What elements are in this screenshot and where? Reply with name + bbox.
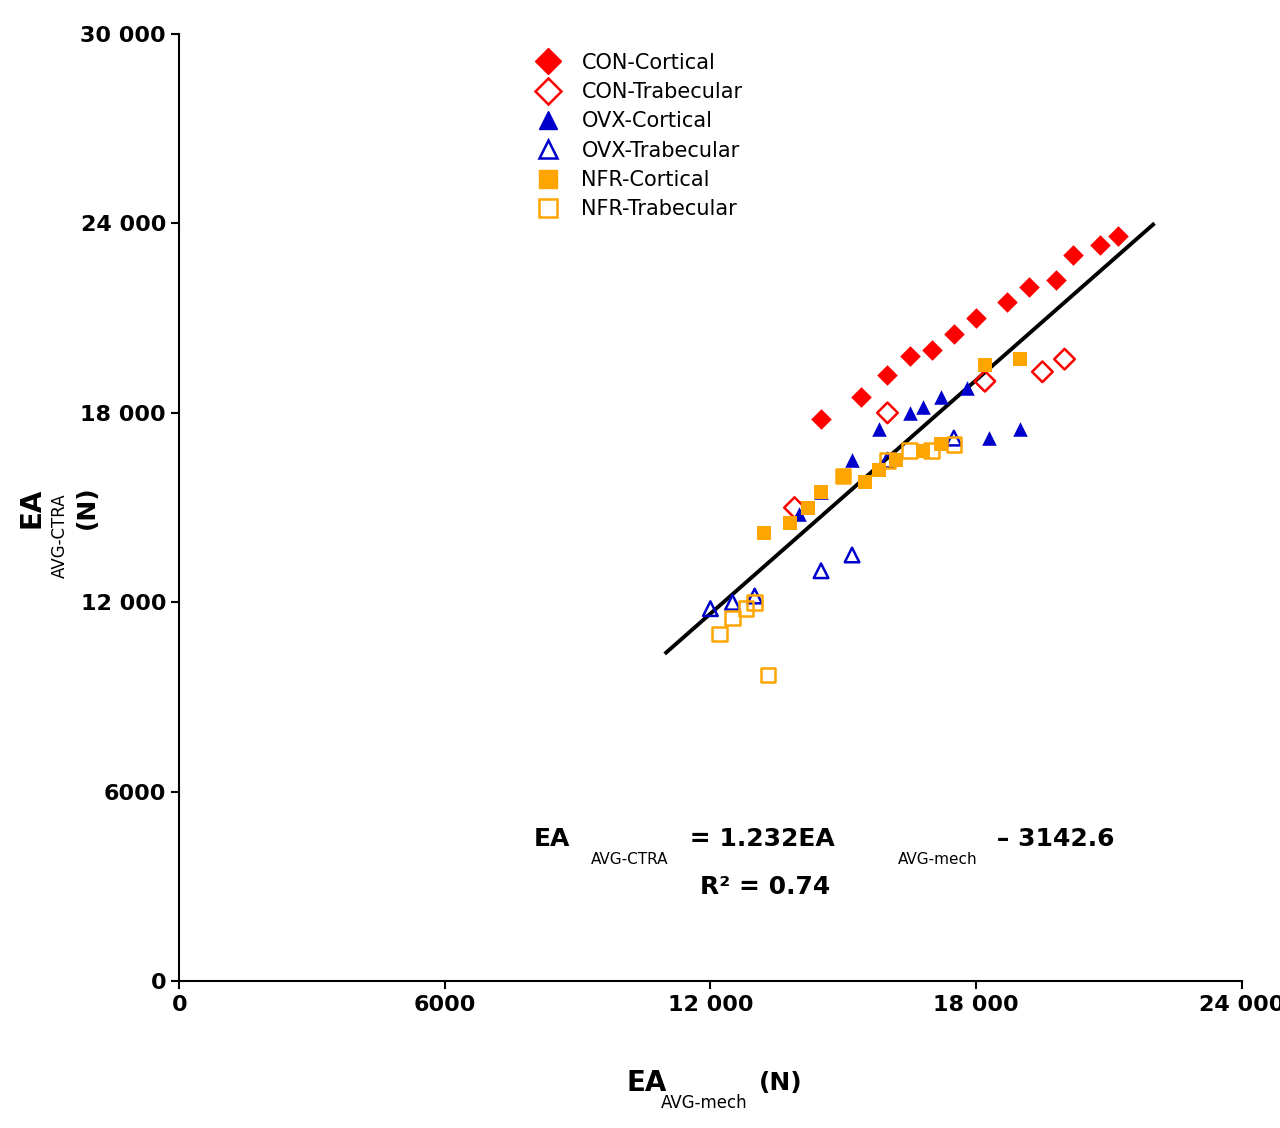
Point [900, 404, 920, 422]
Text: R² = 0.74: R² = 0.74 [700, 874, 829, 899]
Point [900, 347, 920, 365]
Point [736, 600, 756, 618]
Point [931, 388, 951, 406]
Point [922, 341, 942, 359]
Point [810, 562, 831, 580]
Point [1010, 350, 1030, 368]
Point [810, 411, 831, 429]
Point [785, 499, 805, 517]
Point [758, 666, 778, 684]
Point [851, 388, 872, 406]
Legend: CON-Cortical, CON-Trabecular, OVX-Cortical, OVX-Trabecular, NFR-Cortical, NFR-Tr: CON-Cortical, CON-Trabecular, OVX-Cortic… [518, 44, 751, 228]
Point [868, 420, 888, 438]
Point [877, 365, 897, 384]
Point [1064, 246, 1084, 264]
Point [943, 325, 964, 343]
Point [700, 600, 721, 618]
Text: (N): (N) [76, 486, 99, 529]
Point [1107, 227, 1128, 245]
Point [931, 435, 951, 453]
Point [877, 451, 897, 469]
Point [1055, 350, 1075, 368]
Point [974, 372, 995, 390]
Point [1019, 277, 1039, 296]
Point [922, 442, 942, 460]
Text: EA: EA [534, 827, 570, 852]
Point [943, 435, 964, 453]
Point [900, 442, 920, 460]
Text: = 1.232EA: = 1.232EA [681, 827, 835, 852]
Point [913, 442, 933, 460]
Point [833, 467, 854, 485]
Point [797, 499, 818, 517]
Point [722, 593, 742, 611]
Point [966, 309, 987, 327]
Point [868, 460, 888, 478]
Point [722, 609, 742, 627]
Point [1046, 271, 1066, 289]
Text: EA: EA [18, 487, 46, 528]
Point [780, 514, 800, 532]
Point [1010, 420, 1030, 438]
Point [957, 379, 978, 397]
Point [745, 593, 765, 611]
Point [810, 483, 831, 501]
Point [833, 467, 854, 485]
Point [877, 404, 897, 422]
Text: (N): (N) [759, 1070, 803, 1095]
Point [842, 546, 863, 564]
Point [855, 474, 876, 492]
Point [974, 356, 995, 374]
Text: AVG-mech: AVG-mech [899, 852, 978, 867]
Point [886, 451, 906, 469]
Point [745, 587, 765, 605]
Text: AVG-mech: AVG-mech [660, 1094, 748, 1112]
Text: AVG-CTRA: AVG-CTRA [591, 852, 668, 867]
Text: AVG-CTRA: AVG-CTRA [51, 493, 69, 579]
Point [788, 505, 809, 523]
Point [1032, 363, 1052, 381]
Point [1089, 237, 1110, 255]
Point [842, 451, 863, 469]
Point [913, 397, 933, 415]
Point [810, 483, 831, 501]
Point [997, 293, 1018, 311]
Point [943, 429, 964, 447]
Point [709, 625, 730, 643]
Text: EA: EA [626, 1069, 667, 1096]
Text: – 3142.6: – 3142.6 [988, 827, 1114, 852]
Point [979, 429, 1000, 447]
Point [877, 451, 897, 469]
Point [753, 523, 773, 541]
